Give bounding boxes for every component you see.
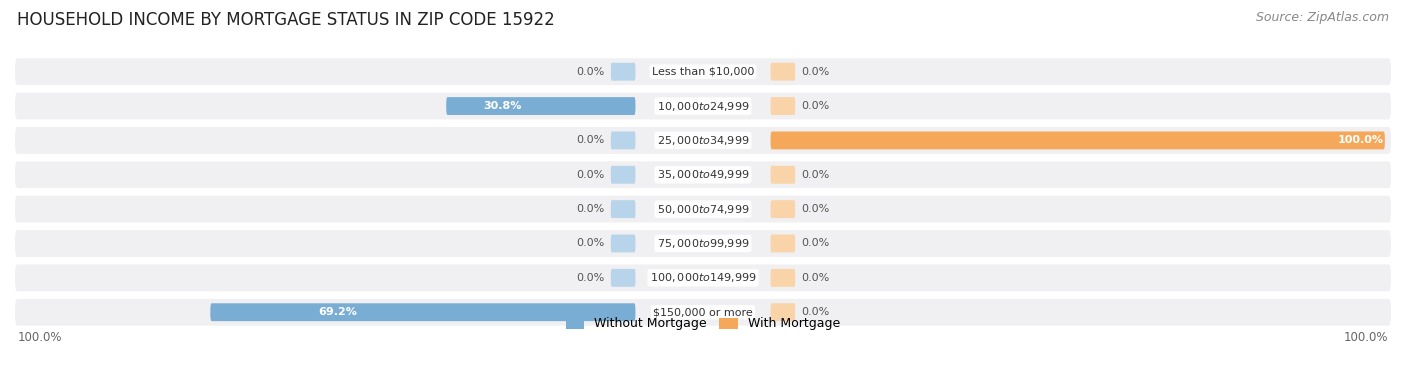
FancyBboxPatch shape — [770, 166, 796, 184]
Text: 100.0%: 100.0% — [1343, 331, 1388, 344]
Text: 0.0%: 0.0% — [576, 204, 605, 214]
FancyBboxPatch shape — [610, 132, 636, 149]
FancyBboxPatch shape — [610, 166, 636, 184]
Text: 30.8%: 30.8% — [484, 101, 522, 111]
Text: 100.0%: 100.0% — [1337, 135, 1384, 146]
Text: $35,000 to $49,999: $35,000 to $49,999 — [657, 168, 749, 181]
Text: $150,000 or more: $150,000 or more — [654, 307, 752, 317]
Text: $75,000 to $99,999: $75,000 to $99,999 — [657, 237, 749, 250]
FancyBboxPatch shape — [770, 97, 796, 115]
FancyBboxPatch shape — [610, 63, 636, 81]
Text: $10,000 to $24,999: $10,000 to $24,999 — [657, 99, 749, 113]
Text: 0.0%: 0.0% — [801, 307, 830, 317]
FancyBboxPatch shape — [15, 127, 1391, 154]
Text: $50,000 to $74,999: $50,000 to $74,999 — [657, 203, 749, 215]
FancyBboxPatch shape — [770, 269, 796, 287]
FancyBboxPatch shape — [15, 196, 1391, 223]
FancyBboxPatch shape — [211, 303, 636, 321]
Text: 0.0%: 0.0% — [576, 273, 605, 283]
FancyBboxPatch shape — [770, 303, 796, 321]
Text: $25,000 to $34,999: $25,000 to $34,999 — [657, 134, 749, 147]
Text: 69.2%: 69.2% — [318, 307, 357, 317]
Text: 0.0%: 0.0% — [576, 170, 605, 180]
FancyBboxPatch shape — [15, 230, 1391, 257]
FancyBboxPatch shape — [610, 200, 636, 218]
FancyBboxPatch shape — [15, 299, 1391, 325]
Legend: Without Mortgage, With Mortgage: Without Mortgage, With Mortgage — [565, 318, 841, 330]
Text: $100,000 to $149,999: $100,000 to $149,999 — [650, 271, 756, 284]
Text: 0.0%: 0.0% — [801, 239, 830, 248]
Text: HOUSEHOLD INCOME BY MORTGAGE STATUS IN ZIP CODE 15922: HOUSEHOLD INCOME BY MORTGAGE STATUS IN Z… — [17, 11, 554, 29]
FancyBboxPatch shape — [610, 235, 636, 253]
FancyBboxPatch shape — [15, 58, 1391, 85]
Text: Source: ZipAtlas.com: Source: ZipAtlas.com — [1256, 11, 1389, 24]
Text: 0.0%: 0.0% — [801, 101, 830, 111]
Text: 0.0%: 0.0% — [801, 273, 830, 283]
Text: 100.0%: 100.0% — [18, 331, 63, 344]
Text: 0.0%: 0.0% — [801, 204, 830, 214]
Text: 0.0%: 0.0% — [576, 67, 605, 77]
FancyBboxPatch shape — [770, 200, 796, 218]
Text: Less than $10,000: Less than $10,000 — [652, 67, 754, 77]
FancyBboxPatch shape — [770, 235, 796, 253]
FancyBboxPatch shape — [610, 269, 636, 287]
FancyBboxPatch shape — [15, 265, 1391, 291]
FancyBboxPatch shape — [15, 161, 1391, 188]
FancyBboxPatch shape — [770, 63, 796, 81]
Text: 0.0%: 0.0% — [576, 135, 605, 146]
Text: 0.0%: 0.0% — [801, 170, 830, 180]
FancyBboxPatch shape — [446, 97, 636, 115]
FancyBboxPatch shape — [15, 93, 1391, 119]
FancyBboxPatch shape — [770, 132, 1385, 149]
Text: 0.0%: 0.0% — [576, 239, 605, 248]
Text: 0.0%: 0.0% — [801, 67, 830, 77]
